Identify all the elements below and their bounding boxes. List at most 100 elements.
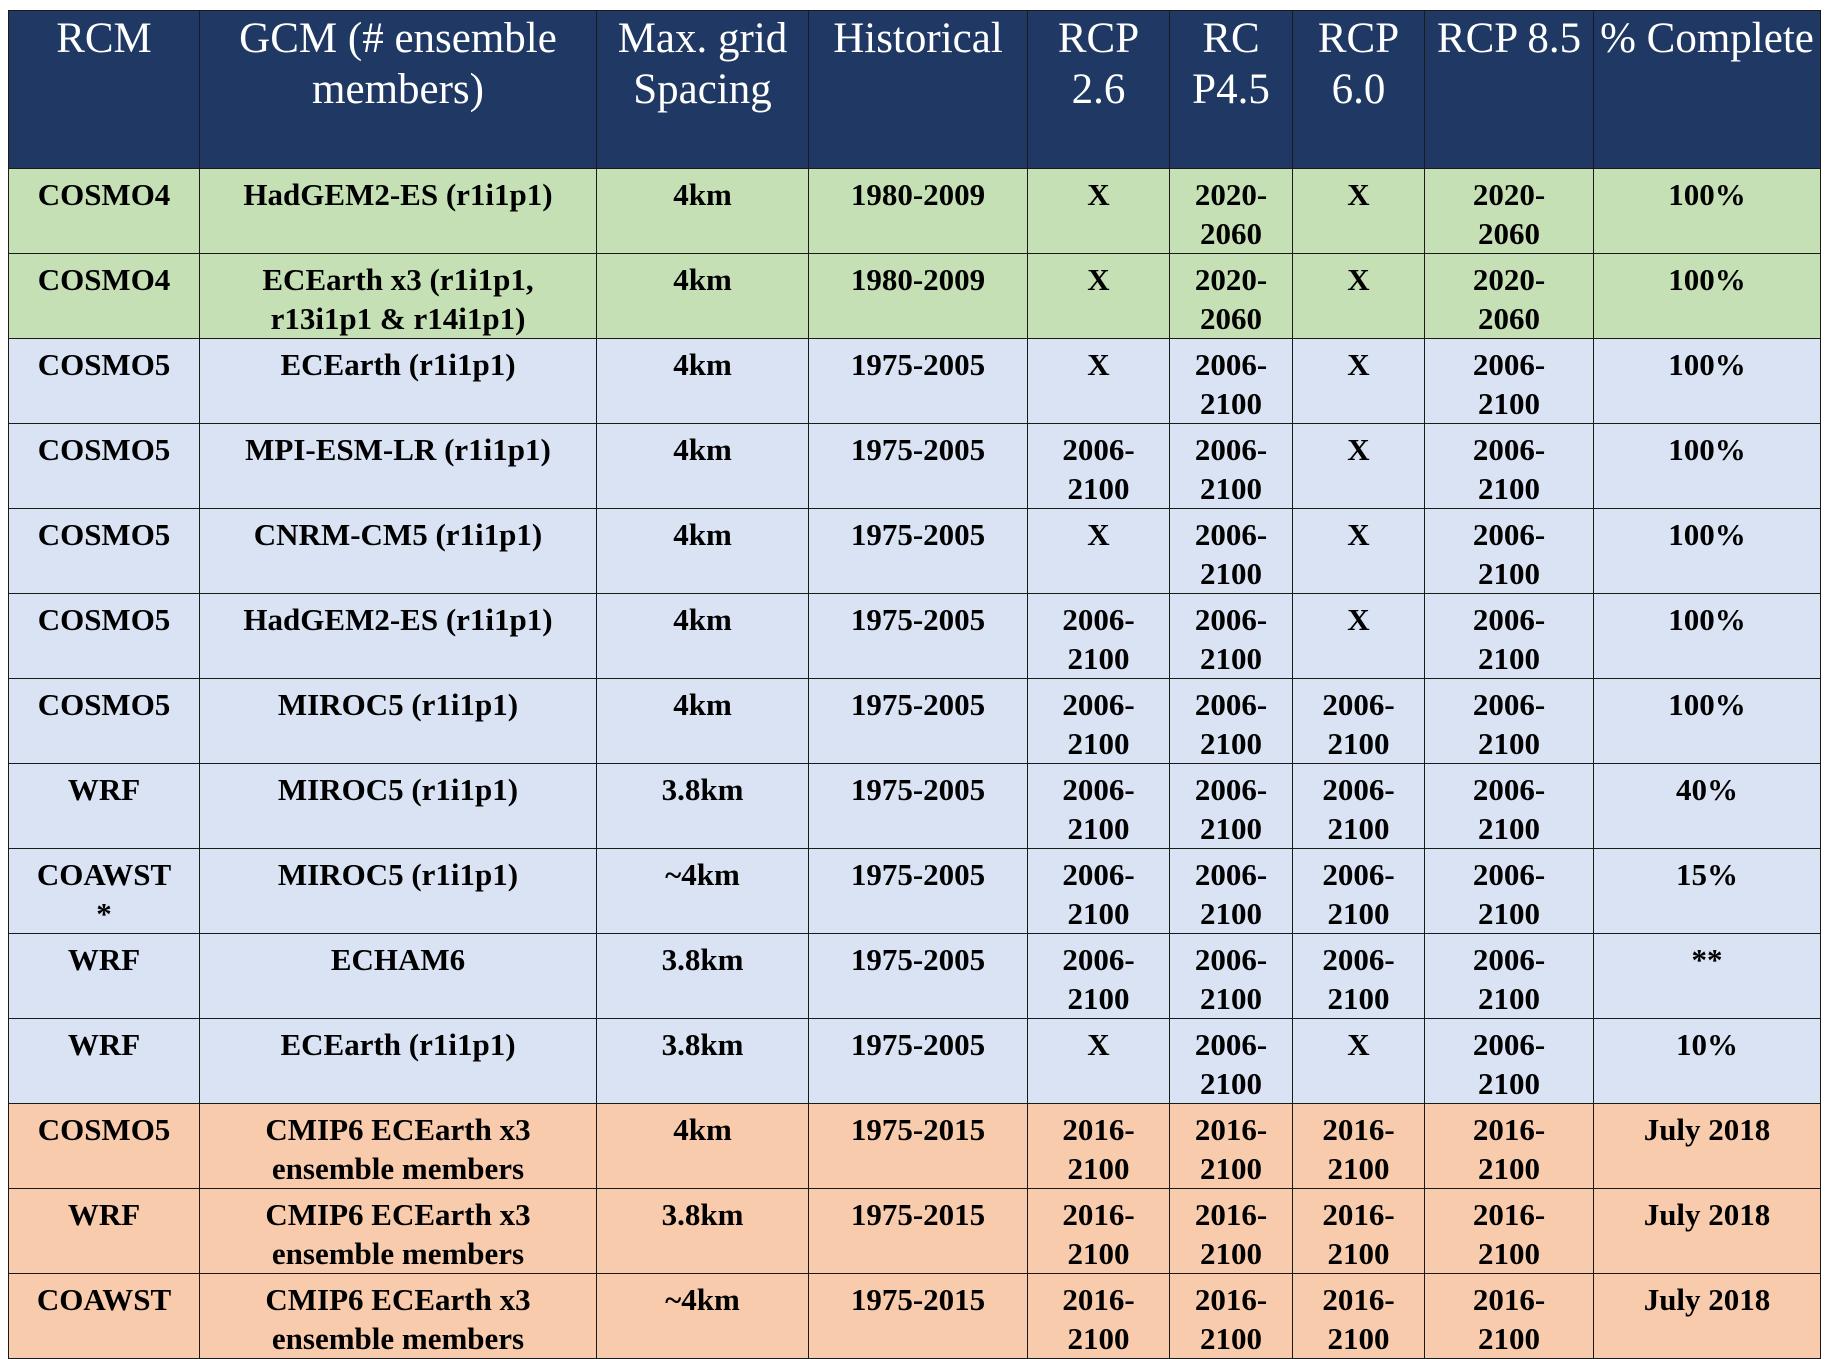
cell-percent-complete: 100% [1593,508,1821,594]
cell-text: 3.8km [661,1027,744,1062]
cell-percent-complete: ** [1593,933,1821,1019]
cell-text: 2006- 2100 [1194,942,1268,1016]
cell-rcp26: X [1027,253,1170,339]
cell-text: COSMO5 [37,602,171,637]
cell-rcp26: X [1027,1018,1170,1104]
cell-text: 1975-2005 [850,602,986,637]
cell-text: X [1347,1027,1370,1062]
cell-text: 1975-2015 [850,1282,986,1317]
cell-gcm: MPI-ESM-LR (r1i1p1) [199,423,597,509]
cell-historical: 1975-2005 [808,423,1028,509]
cell-rcp85: 2006- 2100 [1424,763,1594,849]
cell-text: 2020- 2060 [1472,262,1546,336]
cell-text: 1980-2009 [850,262,986,297]
cell-text: X [1087,517,1110,552]
cell-percent-complete: July 2018 [1593,1103,1821,1189]
cell-text: 2016- 2100 [1472,1112,1546,1186]
cell-rcp60: X [1292,253,1425,339]
cell-text: 40% [1676,772,1738,807]
cell-text: HadGEM2-ES (r1i1p1) [243,602,553,637]
cell-rcp60: X [1292,168,1425,254]
cell-text: MPI-ESM-LR (r1i1p1) [245,432,551,467]
cell-text: 4km [673,687,732,722]
header-label: RCP 8.5 [1436,15,1582,62]
cell-text: 2006- 2100 [1472,517,1546,591]
cell-rcp26: 2006- 2100 [1027,848,1170,934]
cell-rcp85: 2006- 2100 [1424,508,1594,594]
cell-text: COSMO5 [37,517,171,552]
cell-text: July 2018 [1643,1112,1771,1147]
header-gcm: GCM (# ensemble members) [199,10,597,169]
table-row: COAWST * MIROC5 (r1i1p1) ~4km 1975-2005 2006… [8,848,1821,934]
cell-text: X [1347,432,1370,467]
table-row: COSMO5 MPI-ESM-LR (r1i1p1) 4km 1975-2005 200… [8,423,1821,509]
cell-grid-spacing: ~4km [596,1273,809,1359]
cell-rcp85: 2006- 2100 [1424,1018,1594,1104]
cell-rcp45: 2006- 2100 [1169,338,1293,424]
cell-rcp45: 2016- 2100 [1169,1188,1293,1274]
cell-text: 2006- 2100 [1194,772,1268,846]
cell-text: CMIP6 ECEarth x3 ensemble members [265,1197,531,1271]
simulations-table: RCM GCM (# ensemble members) Max. grid S… [8,10,1821,1359]
cell-text: 2006- 2100 [1194,1027,1268,1101]
cell-gcm: ECEarth (r1i1p1) [199,1018,597,1104]
cell-text: 2006- 2100 [1194,347,1268,421]
cell-text: 2006- 2100 [1322,857,1395,931]
cell-text: 2006- 2100 [1062,857,1135,931]
table-row: COSMO5 CNRM-CM5 (r1i1p1) 4km 1975-2005 X 2006… [8,508,1821,594]
cell-gcm: MIROC5 (r1i1p1) [199,678,597,764]
cell-text: HadGEM2-ES (r1i1p1) [243,177,553,212]
table-row: WRF ECEarth (r1i1p1) 3.8km 1975-2005 X 2006- … [8,1018,1821,1104]
cell-text: 2020- 2060 [1472,177,1546,251]
cell-rcp60: 2006- 2100 [1292,933,1425,1019]
cell-rcp45: 2006- 2100 [1169,593,1293,679]
cell-text: ** [1691,942,1723,977]
cell-rcp26: 2006- 2100 [1027,933,1170,1019]
cell-text: COAWST * [36,857,172,931]
table-row: COSMO5 ECEarth (r1i1p1) 4km 1975-2005 X 2006-… [8,338,1821,424]
cell-text: 2006- 2100 [1472,942,1546,1016]
cell-text: X [1087,1027,1110,1062]
table-row: COSMO4 HadGEM2-ES (r1i1p1) 4km 1980-2009 X 20… [8,168,1821,254]
cell-text: 2006- 2100 [1322,942,1395,1016]
cell-text: WRF [67,1197,141,1232]
cell-text: 1975-2005 [850,432,986,467]
cell-rcp60: 2016- 2100 [1292,1188,1425,1274]
cell-text: ECEarth x3 (r1i1p1, r13i1p1 & r14i1p1) [262,262,534,336]
cell-percent-complete: 100% [1593,168,1821,254]
cell-rcp26: 2016- 2100 [1027,1273,1170,1359]
cell-rcp60: 2016- 2100 [1292,1273,1425,1359]
cell-rcp85: 2020- 2060 [1424,168,1594,254]
header-grid-spacing: Max. grid Spacing [596,10,809,169]
header-label: RCP 6.0 [1317,15,1400,113]
header-rcp26: RCP 2.6 [1027,10,1170,169]
cell-historical: 1980-2009 [808,168,1028,254]
cell-text: 2006- 2100 [1062,687,1135,761]
cell-text: 1975-2005 [850,772,986,807]
cell-gcm: MIROC5 (r1i1p1) [199,848,597,934]
cell-historical: 1975-2005 [808,848,1028,934]
cell-rcp45: 2016- 2100 [1169,1103,1293,1189]
cell-historical: 1975-2005 [808,678,1028,764]
header-label: RCP 2.6 [1057,15,1140,113]
cell-text: 100% [1668,517,1746,552]
cell-text: 4km [673,1112,732,1147]
cell-percent-complete: 100% [1593,678,1821,764]
cell-rcp60: X [1292,1018,1425,1104]
cell-historical: 1975-2005 [808,1018,1028,1104]
cell-text: 4km [673,262,732,297]
cell-text: COSMO4 [37,262,171,297]
cell-historical: 1980-2009 [808,253,1028,339]
cell-text: 100% [1668,347,1746,382]
cell-text: WRF [67,942,141,977]
header-label: Max. grid Spacing [617,15,788,113]
cell-rcp60: 2006- 2100 [1292,678,1425,764]
cell-grid-spacing: 3.8km [596,933,809,1019]
cell-rcm: COSMO5 [8,1103,200,1189]
cell-text: COSMO4 [37,177,171,212]
cell-rcp85: 2020- 2060 [1424,253,1594,339]
cell-gcm: CMIP6 ECEarth x3 ensemble members [199,1273,597,1359]
cell-text: COAWST [36,1282,172,1317]
cell-text: 2016- 2100 [1472,1197,1546,1271]
cell-grid-spacing: 4km [596,168,809,254]
